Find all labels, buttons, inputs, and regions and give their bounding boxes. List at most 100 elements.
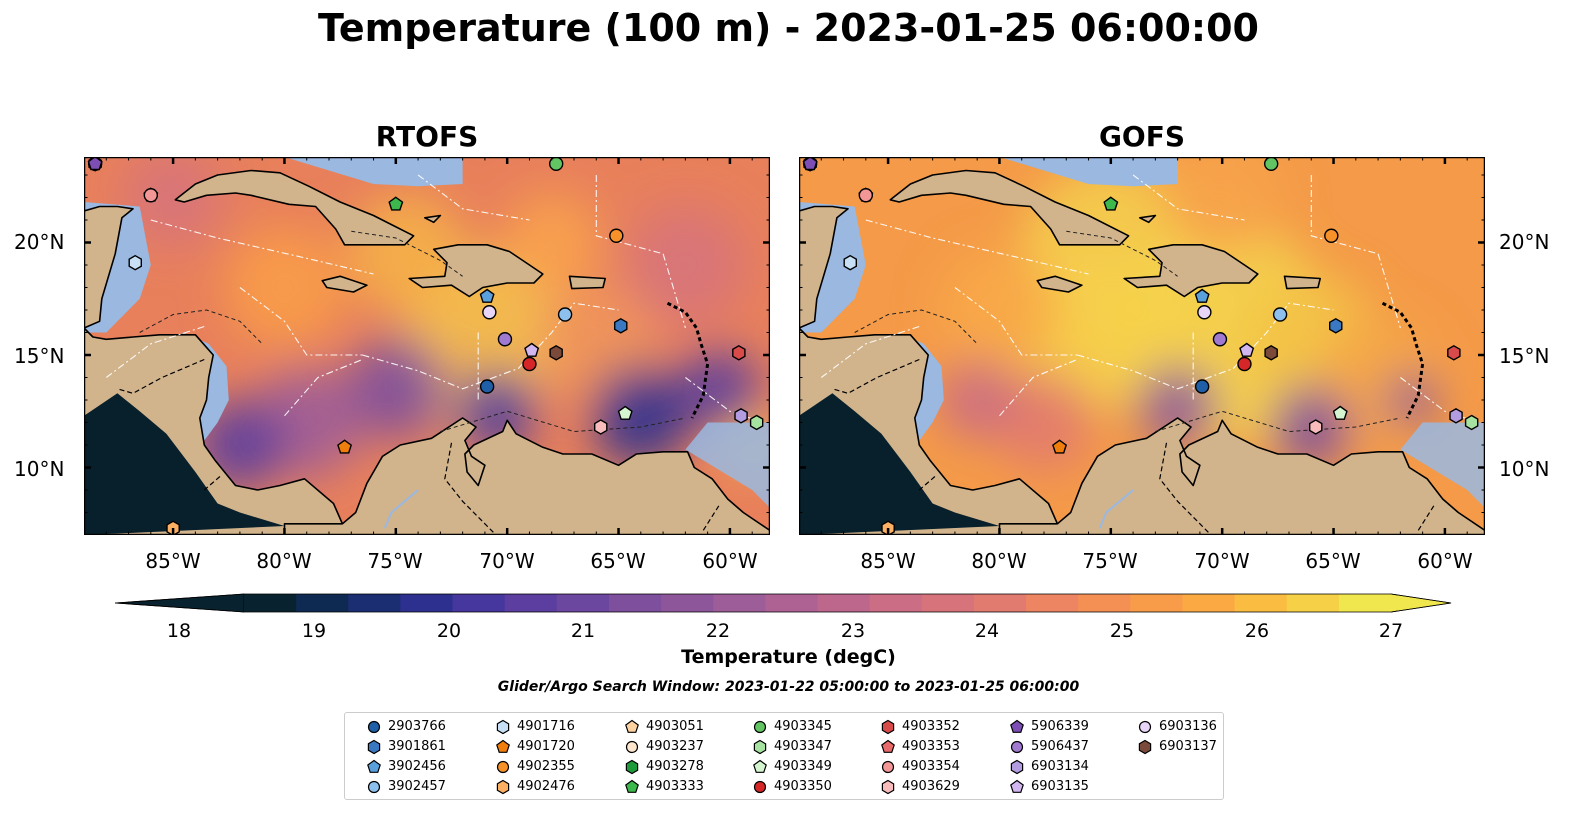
- legend-label: 5906339: [1031, 719, 1089, 734]
- hexagon-marker-icon: [1138, 739, 1152, 755]
- lat-label-10n-right: 10°N: [1499, 457, 1550, 481]
- lon-label-60w: 60°W: [702, 549, 758, 573]
- colorbar-tick-24: 24: [974, 620, 1000, 642]
- pentagon-marker-icon: [367, 759, 381, 773]
- legend-label: 4903350: [774, 779, 832, 794]
- figure-title: Temperature (100 m) - 2023-01-25 06:00:0…: [317, 6, 1259, 50]
- pentagon-marker-icon: [496, 739, 510, 753]
- lon-label-70w-gofs: 70°W: [1194, 549, 1250, 573]
- float-6903135: [1239, 342, 1255, 357]
- float-6903135: [524, 342, 540, 357]
- lon-label-75w-gofs: 75°W: [1082, 549, 1138, 573]
- colorbar-tick-25: 25: [1109, 620, 1135, 642]
- pentagon-marker-icon: [1010, 719, 1024, 733]
- hexagon-marker-icon: [1010, 759, 1024, 775]
- lat-label-20n-right: 20°N: [1499, 230, 1550, 254]
- float-4903350: [1237, 356, 1252, 372]
- colorbar-tick-21: 21: [570, 620, 596, 642]
- circle-marker-icon: [1010, 740, 1024, 754]
- float-6903134: [734, 407, 748, 424]
- colorbar-tick-20: 20: [436, 620, 462, 642]
- circle-marker-icon: [367, 780, 381, 794]
- search-window-caption: Glider/Argo Search Window: 2023-01-22 05…: [497, 679, 1080, 695]
- float-4901716: [128, 254, 142, 271]
- lon-label-85w-gofs: 85°W: [860, 549, 916, 573]
- float-4903333: [1103, 196, 1119, 211]
- legend-label: 4902355: [517, 759, 575, 774]
- colorbar-tick-22: 22: [705, 620, 731, 642]
- legend-label: 3901861: [388, 739, 446, 754]
- pentagon-marker-icon: [625, 719, 639, 733]
- colorbar-tick-26: 26: [1244, 620, 1270, 642]
- circle-marker-icon: [753, 780, 767, 794]
- float-3902456: [1194, 288, 1210, 303]
- lat-label-15n-right: 15°N: [1499, 344, 1550, 368]
- float-2903766: [479, 379, 495, 394]
- legend-label: 3902457: [388, 779, 446, 794]
- legend-label: 6903134: [1031, 759, 1089, 774]
- legend-label: 4901720: [517, 739, 575, 754]
- lon-label-85w: 85°W: [145, 549, 201, 573]
- colorbar-tick-18: 18: [166, 620, 192, 642]
- circle-marker-icon: [496, 760, 510, 774]
- circle-marker-icon: [1138, 720, 1152, 734]
- float-6903134: [1449, 407, 1463, 424]
- legend-label: 4903354: [902, 759, 960, 774]
- circle-marker-icon: [753, 720, 767, 734]
- float-4903333: [388, 196, 404, 211]
- hexagon-marker-icon: [367, 739, 381, 755]
- lat-label-10n: 10°N: [14, 457, 65, 481]
- legend-label: 4903629: [902, 779, 960, 794]
- legend-label: 4901716: [517, 719, 575, 734]
- lat-label-15n: 15°N: [14, 344, 65, 368]
- legend-label: 2903766: [388, 719, 446, 734]
- float-5906339: [87, 157, 103, 171]
- hexagon-marker-icon: [881, 779, 895, 795]
- float-5906437: [497, 332, 513, 347]
- circle-marker-icon: [625, 740, 639, 754]
- pentagon-marker-icon: [881, 739, 895, 753]
- float-6903136: [1197, 305, 1212, 320]
- lon-label-65w: 65°W: [590, 549, 646, 573]
- panel-title-rtofs: RTOFS: [375, 120, 479, 153]
- pentagon-marker-icon: [625, 779, 639, 793]
- float-4903347: [749, 414, 764, 431]
- hexagon-marker-icon: [496, 719, 510, 735]
- hexagon-marker-icon: [753, 739, 767, 755]
- float-6903137: [549, 344, 563, 361]
- legend-label: 6903135: [1031, 779, 1089, 794]
- legend-label: 6903137: [1159, 739, 1217, 754]
- lon-label-65w-gofs: 65°W: [1305, 549, 1361, 573]
- lon-label-60w-gofs: 60°W: [1417, 549, 1473, 573]
- legend-label: 4903353: [902, 739, 960, 754]
- float-4903354: [143, 188, 159, 203]
- colorbar-tick-19: 19: [301, 620, 327, 642]
- panel-title-gofs: GOFS: [1098, 120, 1186, 153]
- legend-label: 3902456: [388, 759, 446, 774]
- float-legend: 2903766 3901861 3902456 3902457 4901716 49017…: [344, 712, 1224, 800]
- legend-label: 4903278: [646, 759, 704, 774]
- float-3902457: [557, 307, 573, 322]
- float-4903354: [858, 188, 874, 203]
- hexagon-marker-icon: [625, 759, 639, 775]
- colorbar-label: Temperature (degC): [681, 646, 896, 668]
- hexagon-marker-icon: [881, 719, 895, 735]
- hexagon-marker-icon: [496, 779, 510, 795]
- legend-label: 4903333: [646, 779, 704, 794]
- lon-label-70w: 70°W: [479, 549, 535, 573]
- float-4903629: [594, 419, 608, 435]
- legend-label: 4903352: [902, 719, 960, 734]
- pentagon-marker-icon: [1010, 779, 1024, 793]
- colorbar: [115, 593, 1452, 613]
- legend-label: 4902476: [517, 779, 575, 794]
- legend-label: 5906437: [1031, 739, 1089, 754]
- float-4903350: [522, 356, 537, 372]
- float-3902456: [479, 288, 495, 303]
- float-6903137: [1264, 344, 1278, 361]
- float-4901716: [843, 254, 857, 271]
- float-4901720: [1052, 439, 1068, 454]
- legend-label: 6903136: [1159, 719, 1217, 734]
- pentagon-marker-icon: [753, 759, 767, 773]
- legend-label: 4903349: [774, 759, 832, 774]
- float-3901861: [614, 317, 628, 334]
